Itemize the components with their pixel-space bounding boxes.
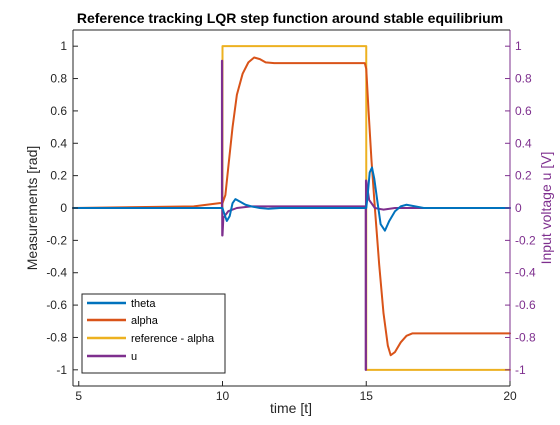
legend-label-reference: reference - alpha <box>131 333 215 345</box>
x-axis-label: time [t] <box>270 400 312 416</box>
y-tick-label-right: -0.4 <box>515 266 536 280</box>
x-tick-label: 5 <box>75 389 82 403</box>
legend-box <box>81 293 226 374</box>
legend-label-theta: theta <box>131 298 156 310</box>
y-tick-label-right: 0.8 <box>515 72 532 86</box>
y-tick-label-left: -0.4 <box>46 266 67 280</box>
legend-label-u: u <box>131 351 137 363</box>
x-tick-label: 15 <box>360 389 374 403</box>
y-tick-label-left: 0 <box>60 201 67 215</box>
legend: theta alpha reference - alpha u <box>81 293 226 374</box>
y-tick-label-left: 0.4 <box>50 136 67 150</box>
legend-label-alpha: alpha <box>131 315 159 327</box>
y-tick-label-left: -0.8 <box>46 330 67 344</box>
y-tick-label-left: 1 <box>60 39 67 53</box>
y-axis-label-left: Measurements [rad] <box>24 146 40 271</box>
y-tick-label-left: 0.6 <box>50 104 67 118</box>
y-tick-label-right: 0 <box>515 201 522 215</box>
series-line-theta <box>72 166 511 232</box>
series-layer <box>72 45 511 371</box>
y-tick-label-left: 0.8 <box>50 72 67 86</box>
y-tick-label-right: -1 <box>515 363 526 377</box>
chart-title: Reference tracking LQR step function aro… <box>77 10 503 26</box>
y-tick-label-right: 0.2 <box>515 169 532 183</box>
series-line-alpha <box>72 56 511 357</box>
y-tick-label-right: -0.6 <box>515 298 536 312</box>
x-tick-label: 10 <box>216 389 230 403</box>
y-tick-label-left: 0.2 <box>50 169 67 183</box>
y-tick-label-right: -0.2 <box>515 233 536 247</box>
ticks-layer: 5 10 15 2010.80.60.40.20-0.2-0.4-0.6-0.8-11… <box>46 39 536 403</box>
y-tick-label-left: -0.2 <box>46 233 67 247</box>
y-tick-label-right: 1 <box>515 39 522 53</box>
series-line-u <box>72 59 511 371</box>
y-tick-label-left: -0.6 <box>46 298 67 312</box>
y-tick-label-right: 0.4 <box>515 136 532 150</box>
y-axis-label-right: Input voltage u [V] <box>538 152 554 265</box>
x-tick-label: 20 <box>503 389 517 403</box>
y-tick-label-right: -0.8 <box>515 330 536 344</box>
y-tick-label-right: 0.6 <box>515 104 532 118</box>
y-tick-label-left: -1 <box>56 363 67 377</box>
